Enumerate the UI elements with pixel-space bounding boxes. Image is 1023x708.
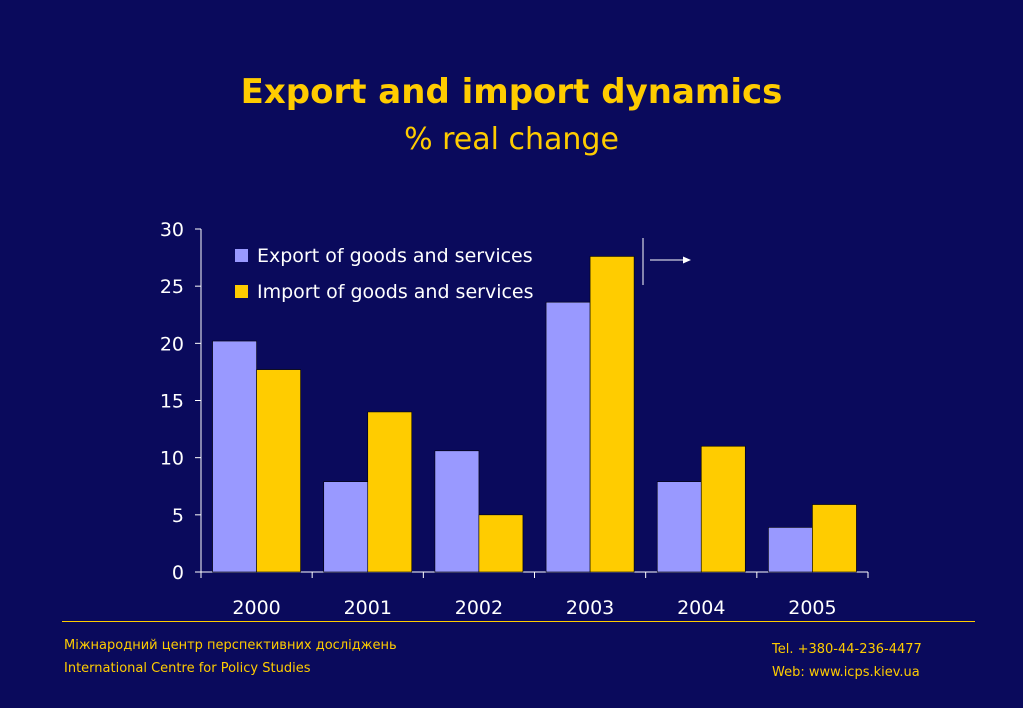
y-tick-label: 10: [160, 448, 184, 470]
export-bar-2005: [768, 527, 813, 573]
legend-swatch-export: [235, 249, 248, 262]
x-tick-label: 2001: [344, 597, 392, 619]
export-bar-2001: [323, 481, 369, 573]
x-tick-label: 2002: [455, 597, 503, 619]
slide-subtitle: % real change: [404, 122, 619, 157]
footer-telephone: Tel. +380-44-236-4477: [772, 642, 922, 657]
import-bar-2002: [478, 514, 524, 573]
y-tick-label: 30: [160, 219, 184, 241]
export-bar-2003: [545, 301, 591, 573]
x-tick-label: 2004: [677, 597, 725, 619]
legend-label-export: Export of goods and services: [257, 245, 533, 267]
slide-title: Export and import dynamics: [240, 72, 783, 112]
export-bar-2004: [656, 481, 702, 573]
legend-swatch-import: [235, 285, 248, 298]
import-bar-2000: [256, 369, 301, 573]
legend-label-import: Import of goods and services: [257, 281, 534, 303]
forecast-arrow-icon: [683, 256, 691, 264]
forecast-marker: [642, 238, 691, 285]
chart-legend: Export of goods and services Import of go…: [235, 245, 534, 303]
x-tick-label: 2003: [566, 597, 614, 619]
footer-divider: [62, 621, 975, 622]
import-bar-2005: [812, 504, 857, 573]
x-tick-label: 2005: [788, 597, 836, 619]
export-bar-2000: [212, 340, 257, 573]
chart-axes: [195, 228, 869, 578]
footer-org-english: International Centre for Policy Studies: [64, 661, 311, 676]
import-bar-2001: [367, 411, 413, 573]
import-bar-2004: [700, 445, 746, 573]
y-tick-label: 20: [160, 333, 184, 355]
bar-chart: 2000 2001 2002 2003 2004 2005 0 5 10 15 20 25 30 Ex…: [160, 219, 869, 619]
y-tick-label: 5: [172, 505, 184, 527]
chart-bars: [212, 256, 857, 573]
export-bar-2002: [434, 450, 480, 573]
y-tick-label: 0: [172, 562, 184, 584]
footer-website: Web: www.icps.kiev.ua: [772, 665, 920, 680]
y-tick-label: 15: [160, 391, 184, 413]
x-tick-labels: 2000 2001 2002 2003 2004 2005: [232, 597, 836, 619]
y-tick-label: 25: [160, 276, 184, 298]
import-bar-2003: [589, 256, 635, 573]
y-tick-labels: 0 5 10 15 20 25 30: [160, 219, 184, 584]
footer-org-ukrainian: Міжнародний центр перспективних дослідже…: [64, 638, 397, 653]
x-tick-label: 2000: [232, 597, 280, 619]
